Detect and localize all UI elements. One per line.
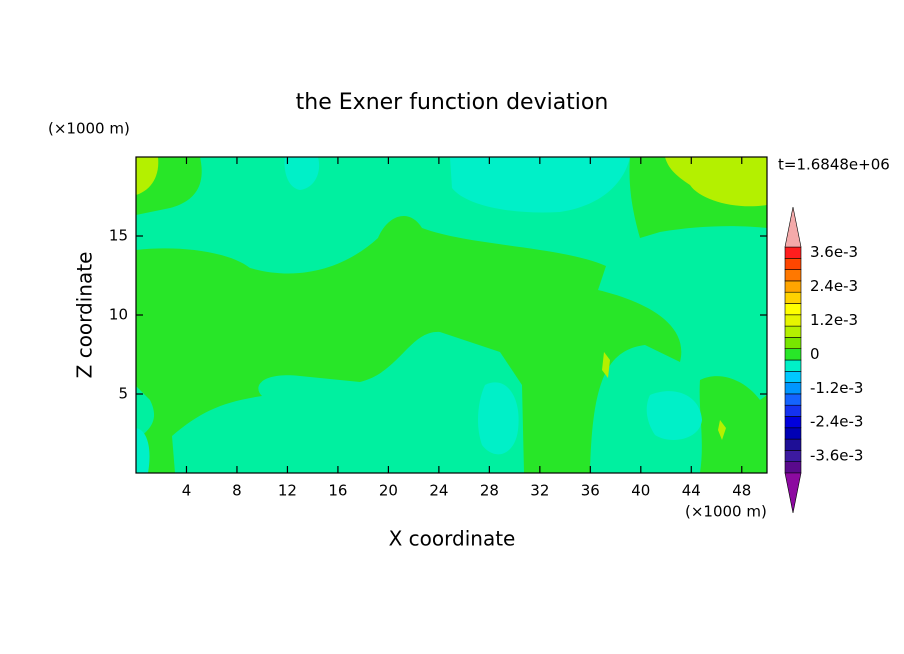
time-annotation: t=1.6848e+06 bbox=[778, 156, 890, 174]
x-tick-label: 12 bbox=[278, 482, 297, 500]
colorbar-box bbox=[784, 303, 802, 316]
x-tick-label: 48 bbox=[732, 482, 751, 500]
colorbar-box bbox=[784, 325, 802, 338]
x-tick-label: 40 bbox=[631, 482, 650, 500]
y-axis-label: Z coordinate bbox=[73, 252, 97, 379]
colorbar-box bbox=[784, 269, 802, 282]
chart-title: the Exner function deviation bbox=[296, 90, 609, 115]
colorbar-box bbox=[784, 359, 802, 372]
colorbar-box bbox=[784, 280, 802, 293]
colorbar-box bbox=[784, 438, 802, 451]
colorbar-box bbox=[784, 427, 802, 440]
colorbar-box bbox=[784, 382, 802, 395]
colorbar-box bbox=[784, 337, 802, 349]
contour-region bbox=[699, 376, 767, 473]
x-tick-label: 20 bbox=[379, 482, 398, 500]
contour-region bbox=[136, 428, 150, 473]
colorbar-box bbox=[784, 393, 802, 406]
contour-region bbox=[478, 382, 519, 455]
y-unit: (×1000 m) bbox=[48, 120, 130, 138]
colorbar-box bbox=[784, 404, 802, 417]
colorbar-box bbox=[784, 291, 802, 304]
colorbar-tick-label: 1.2e-3 bbox=[810, 311, 858, 329]
colorbar-box bbox=[784, 450, 802, 462]
y-tick-label: 15 bbox=[109, 227, 128, 245]
contour-region bbox=[665, 157, 767, 207]
x-tick-label: 32 bbox=[530, 482, 549, 500]
colorbar-box bbox=[784, 246, 802, 259]
colorbar-box bbox=[784, 257, 802, 270]
colorbar-box bbox=[784, 314, 802, 327]
y-tick-label: 10 bbox=[109, 306, 128, 324]
x-tick-label: 8 bbox=[232, 482, 242, 500]
x-axis-label: X coordinate bbox=[389, 527, 516, 551]
colorbar-box bbox=[784, 416, 802, 429]
x-tick-label: 36 bbox=[581, 482, 600, 500]
colorbar-tick-label: 0 bbox=[810, 345, 820, 363]
contour-field bbox=[136, 157, 767, 473]
colorbar-box bbox=[784, 461, 802, 474]
contour-region bbox=[136, 215, 682, 473]
x-tick-label: 24 bbox=[429, 482, 448, 500]
colorbar-tick-label: -3.6e-3 bbox=[810, 447, 863, 465]
colorbar-tick-label: -1.2e-3 bbox=[810, 379, 863, 397]
x-tick-label: 44 bbox=[682, 482, 701, 500]
contour-region bbox=[136, 157, 159, 195]
x-tick-label: 28 bbox=[480, 482, 499, 500]
contour-region bbox=[450, 157, 630, 213]
colorbar-tick-label: 3.6e-3 bbox=[810, 243, 858, 261]
colorbar-box bbox=[784, 370, 802, 383]
colorbar-tick-label: 2.4e-3 bbox=[810, 277, 858, 295]
contour-region bbox=[646, 391, 702, 440]
colorbar-under bbox=[784, 472, 802, 514]
x-tick-label: 16 bbox=[328, 482, 347, 500]
x-unit: (×1000 m) bbox=[685, 503, 767, 521]
contour-region bbox=[284, 157, 320, 190]
contour-region bbox=[200, 427, 470, 473]
colorbar-box bbox=[784, 348, 802, 361]
colorbar-tick-label: -2.4e-3 bbox=[810, 413, 863, 431]
x-tick-label: 4 bbox=[182, 482, 192, 500]
colorbar-over bbox=[784, 206, 802, 248]
y-tick-label: 5 bbox=[118, 385, 128, 403]
